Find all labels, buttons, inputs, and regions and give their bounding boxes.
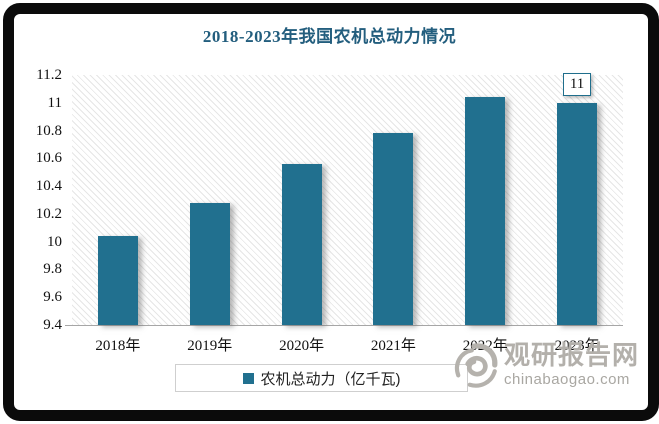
legend: 农机总动力（亿千瓦) (175, 364, 468, 392)
y-tick-9.8: 9.8 (43, 261, 62, 278)
brand-swirl-icon (454, 343, 498, 388)
chart-title: 2018-2023年我国农机总动力情况 (202, 27, 457, 46)
y-tick-11.2: 11.2 (36, 67, 62, 83)
y-tick-10.2: 10.2 (35, 205, 62, 222)
watermark-domain: chinabaogao.com (504, 370, 630, 388)
legend-label: 农机总动力（亿千瓦) (260, 370, 401, 388)
y-tick-10.4: 10.4 (35, 178, 62, 195)
bar-2018 (97, 236, 138, 325)
x-label-2019: 2019年 (187, 338, 233, 354)
x-label-2020: 2020年 (279, 338, 325, 354)
watermark: 观研报告网 chinabaogao.com (451, 340, 640, 391)
x-axis-line (65, 325, 623, 326)
y-tick-9.4: 9.4 (43, 317, 62, 333)
x-label-2023: 2023年 (554, 338, 600, 354)
y-tick-9.6: 9.6 (43, 289, 62, 306)
plot-area (72, 75, 623, 325)
bar-2020 (281, 163, 322, 325)
x-label-2021: 2021年 (370, 338, 416, 354)
y-tick-11: 11 (47, 94, 62, 111)
bar-2023 (557, 102, 598, 325)
y-tick-10: 10 (47, 233, 62, 250)
bar-2021 (373, 133, 414, 325)
data-label-2023: 11 (563, 72, 592, 96)
bar-2019 (189, 202, 230, 325)
y-tick-10.8: 10.8 (35, 122, 62, 139)
legend-swatch-icon (242, 372, 254, 384)
bar-2022 (465, 97, 506, 325)
watermark-brand: 观研报告网 (504, 340, 640, 370)
x-label-2018: 2018年 (95, 338, 141, 354)
y-tick-10.6: 10.6 (35, 150, 62, 167)
